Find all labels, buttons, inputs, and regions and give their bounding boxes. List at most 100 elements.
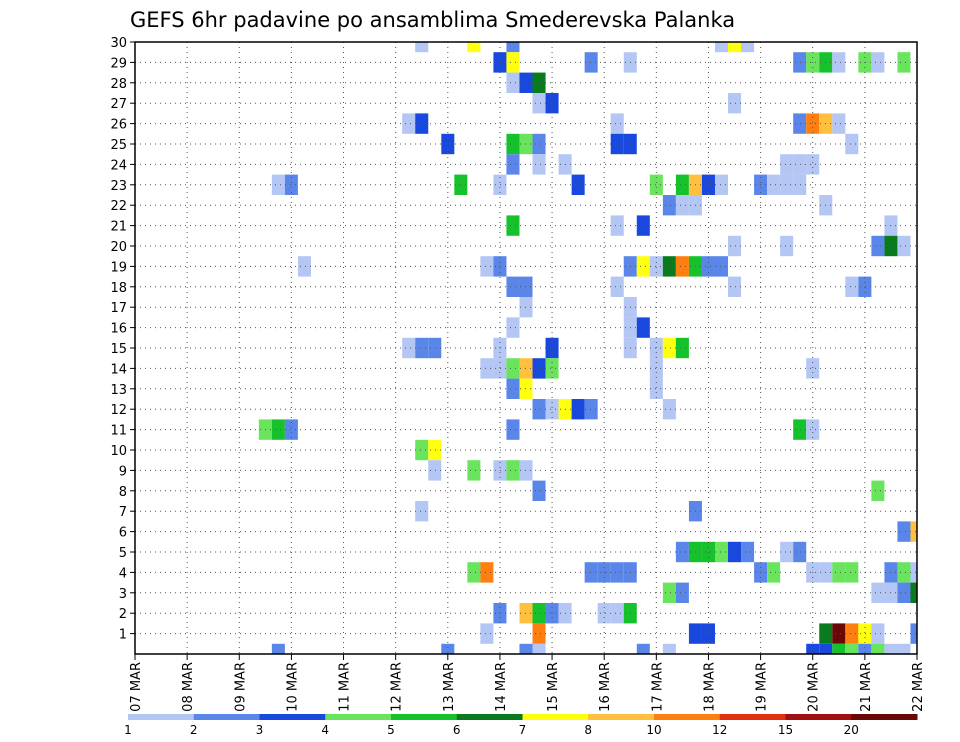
heatmap-cell bbox=[545, 93, 559, 114]
y-tick-label: 27 bbox=[110, 97, 127, 112]
heatmap-cell bbox=[636, 256, 650, 277]
colorbar-segment bbox=[193, 714, 260, 720]
heatmap-cell bbox=[675, 337, 689, 359]
heatmap-cell bbox=[897, 521, 911, 542]
heatmap-cell bbox=[871, 235, 885, 257]
colorbar-tick-label: 6 bbox=[453, 723, 461, 737]
heatmap-cell bbox=[728, 93, 742, 114]
x-tick-label: 22 MAR bbox=[911, 662, 926, 712]
heatmap-cell bbox=[780, 154, 794, 175]
chart-title: GEFS 6hr padavine po ansamblima Smederev… bbox=[130, 8, 735, 32]
y-tick-label: 9 bbox=[119, 464, 127, 479]
heatmap-cell bbox=[871, 643, 885, 654]
heatmap-cell bbox=[506, 317, 520, 338]
heatmap-cell bbox=[806, 154, 820, 175]
colorbar-segment bbox=[851, 714, 918, 720]
heatmap-cell bbox=[845, 133, 859, 155]
heatmap-cell bbox=[728, 541, 742, 563]
colorbar-segment bbox=[522, 714, 589, 720]
heatmap-cell bbox=[793, 113, 807, 134]
colorbar-tick-label: 10 bbox=[646, 723, 661, 737]
heatmap-cell bbox=[871, 480, 885, 501]
y-tick-label: 7 bbox=[119, 505, 127, 520]
heatmap-cell bbox=[532, 154, 546, 175]
x-tick-label: 18 MAR bbox=[702, 662, 717, 712]
heatmap-cell bbox=[532, 133, 546, 155]
heatmap-cell bbox=[662, 643, 676, 654]
heatmap-cell bbox=[506, 72, 520, 93]
y-tick-label: 19 bbox=[110, 260, 127, 275]
heatmap-cell bbox=[767, 562, 781, 583]
heatmap-cell bbox=[532, 358, 546, 379]
y-tick-label: 22 bbox=[110, 199, 127, 214]
heatmap-cell bbox=[858, 623, 872, 644]
heatmap-cell bbox=[532, 399, 546, 420]
heatmap-cell bbox=[662, 582, 676, 603]
x-tick-label: 08 MAR bbox=[181, 662, 196, 712]
heatmap-cell bbox=[571, 399, 585, 420]
colorbar-segment bbox=[325, 714, 392, 720]
colorbar-tick-label: 2 bbox=[190, 723, 198, 737]
heatmap-cell bbox=[532, 72, 546, 93]
heatmap-cell bbox=[493, 256, 507, 277]
heatmap-cell bbox=[793, 52, 807, 73]
heatmap-cell bbox=[871, 52, 885, 73]
heatmap-cell bbox=[897, 235, 911, 257]
y-tick-label: 11 bbox=[110, 424, 127, 439]
colorbar-tick-label: 4 bbox=[321, 723, 329, 737]
heatmap-cell bbox=[728, 235, 742, 257]
heatmap-cell bbox=[662, 337, 676, 359]
y-tick-label: 28 bbox=[110, 77, 127, 92]
heatmap-cell bbox=[610, 113, 624, 134]
x-tick-label: 10 MAR bbox=[285, 662, 300, 712]
heatmap-cell bbox=[845, 276, 859, 297]
colorbar-tick-label: 12 bbox=[712, 723, 727, 737]
heatmap-cell bbox=[649, 358, 663, 379]
heatmap-cell bbox=[402, 337, 416, 359]
y-tick-label: 6 bbox=[119, 526, 127, 541]
heatmap-cell bbox=[845, 623, 859, 644]
heatmap-cell bbox=[714, 42, 729, 53]
heatmap-cell bbox=[506, 133, 520, 155]
heatmap-cell bbox=[571, 174, 585, 195]
colorbar-segment bbox=[259, 714, 326, 720]
colorbar-segment bbox=[719, 714, 786, 720]
x-tick-label: 07 MAR bbox=[129, 662, 144, 712]
x-tick-label: 15 MAR bbox=[546, 662, 561, 712]
heatmap-cell bbox=[728, 42, 742, 53]
heatmap-cell bbox=[806, 358, 820, 379]
heatmap-cell bbox=[271, 174, 285, 195]
heatmap-cell bbox=[480, 623, 494, 644]
y-tick-label: 2 bbox=[119, 607, 127, 622]
heatmap-cell bbox=[897, 582, 911, 603]
heatmap-cell bbox=[493, 603, 507, 624]
heatmap-cell bbox=[506, 460, 520, 481]
colorbar-segment bbox=[785, 714, 852, 720]
x-axis: 07 MAR 08 MAR 09 MAR 10 MAR 11 MAR 12 MAR 13 M… bbox=[129, 654, 926, 712]
y-tick-label: 5 bbox=[119, 546, 127, 561]
colorbar-tick-label: 5 bbox=[387, 723, 395, 737]
heatmap-cell bbox=[597, 603, 611, 624]
heatmap-cell bbox=[545, 603, 559, 624]
heatmap-cell bbox=[675, 541, 689, 563]
heatmap-cell bbox=[832, 113, 846, 134]
heatmap-cell bbox=[858, 276, 872, 297]
heatmap-cell bbox=[662, 399, 676, 420]
heatmap-cell bbox=[806, 113, 820, 134]
heatmap-cell bbox=[610, 603, 624, 624]
colorbar: 1 2 3 4 5 6 7 8 10 12 15 20 bbox=[124, 714, 918, 737]
heatmap-cell bbox=[636, 643, 650, 654]
colorbar-segment bbox=[128, 714, 195, 720]
x-tick-label: 21 MAR bbox=[859, 662, 874, 712]
heatmap-cell bbox=[793, 541, 807, 563]
y-tick-label: 17 bbox=[110, 301, 127, 316]
heatmap-cell bbox=[610, 133, 624, 155]
y-tick-label: 16 bbox=[110, 322, 127, 337]
y-tick-label: 20 bbox=[110, 240, 127, 255]
heatmap-cell bbox=[741, 541, 755, 563]
y-tick-label: 12 bbox=[110, 403, 127, 418]
heatmap-cell bbox=[532, 480, 546, 501]
heatmap-cell bbox=[532, 643, 546, 654]
heatmap-cell bbox=[532, 93, 546, 114]
heatmap-cell bbox=[532, 603, 546, 624]
